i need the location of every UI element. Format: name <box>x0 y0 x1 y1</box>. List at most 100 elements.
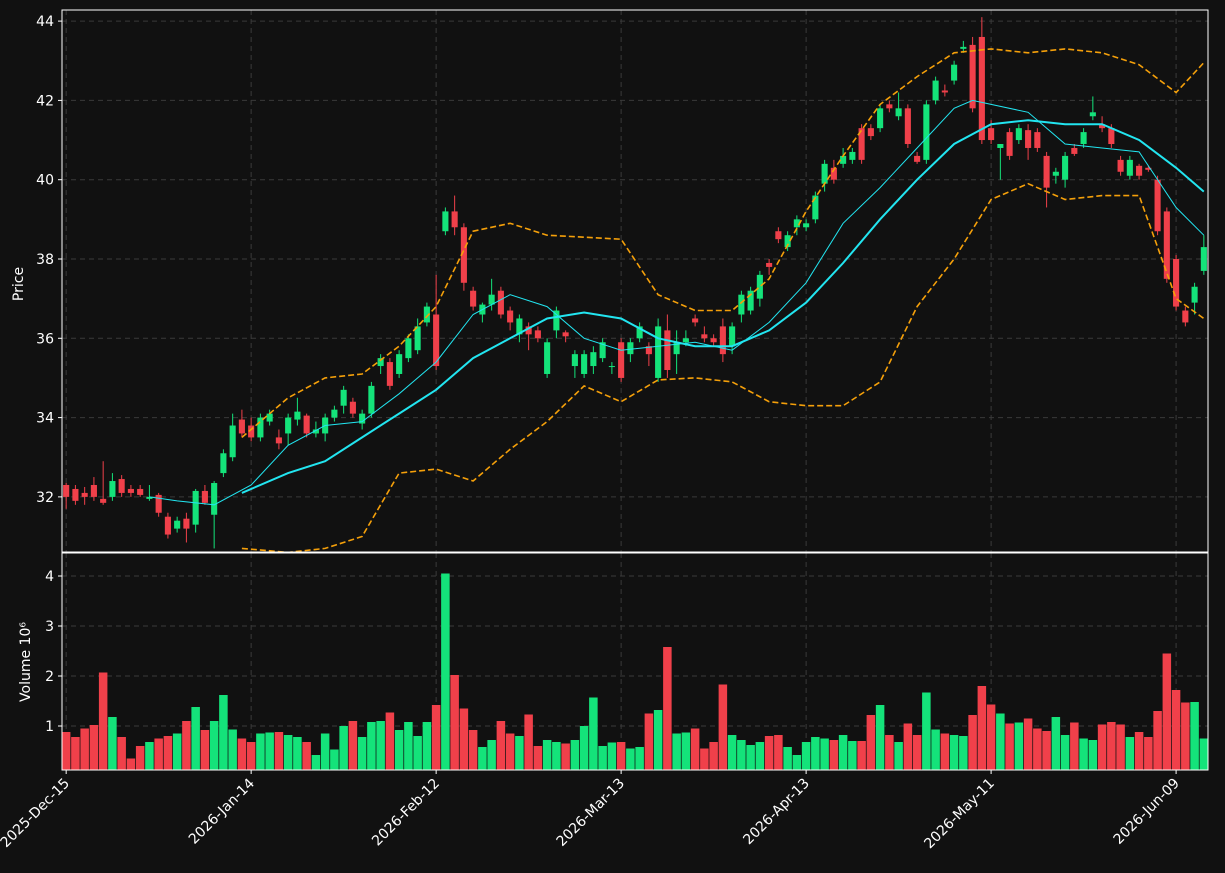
volume-bar <box>524 714 533 770</box>
volume-bar <box>912 735 922 770</box>
volume-bar <box>320 733 330 770</box>
volume-bar <box>672 733 681 770</box>
volume-bar <box>302 742 311 770</box>
candle-body <box>1163 211 1170 279</box>
volume-bar <box>579 726 589 770</box>
candle-body <box>812 195 819 220</box>
candle-body <box>1071 147 1078 154</box>
candle-body <box>803 223 810 228</box>
candle-body <box>914 155 921 162</box>
volume-bar <box>774 735 783 770</box>
volume-bar <box>413 736 422 770</box>
volume-bar <box>996 713 1005 770</box>
candle-body <box>294 411 301 420</box>
candle-body <box>710 338 717 343</box>
volume-bar <box>293 737 302 770</box>
volume-bar <box>635 747 644 770</box>
volume-bar <box>801 742 811 770</box>
volume-bar <box>89 725 99 770</box>
candle-body <box>821 163 828 184</box>
candle-body <box>756 274 763 299</box>
volume-bar <box>1116 724 1125 770</box>
volume-bar <box>376 721 385 770</box>
price-panel-frame <box>61 9 1209 553</box>
candle-body <box>581 354 588 374</box>
candle-body <box>340 389 347 406</box>
candle-body <box>960 46 967 49</box>
volume-bar <box>1070 722 1079 770</box>
volume-bar <box>764 736 774 770</box>
candle-body <box>1108 128 1115 145</box>
volume-bar <box>431 705 441 770</box>
volume-bar <box>505 733 515 770</box>
volume-bar <box>1033 728 1042 770</box>
volume-bar <box>441 573 450 770</box>
volume-bar <box>468 730 478 770</box>
candle-body <box>793 219 800 228</box>
candle-body <box>257 417 264 438</box>
candle-body <box>1154 179 1161 232</box>
candle-body <box>618 342 625 378</box>
volume-bar <box>191 707 200 770</box>
y-tick-label: 40 <box>36 173 54 189</box>
volume-bar <box>903 723 913 770</box>
candle-body <box>192 490 199 525</box>
candle-body <box>1200 247 1207 271</box>
candle-body <box>275 437 282 444</box>
candle-body <box>784 235 791 248</box>
y-tick-label: 38 <box>36 252 54 268</box>
volume-bar <box>246 742 256 770</box>
volume-bar <box>422 722 432 770</box>
volume-bar <box>98 672 108 770</box>
candle-body <box>775 231 782 240</box>
candle-body <box>544 342 551 374</box>
volume-bar <box>977 686 987 770</box>
volume-bar <box>820 738 829 770</box>
volume-bar <box>561 743 570 770</box>
volume-bar <box>792 755 802 770</box>
candle-body <box>655 326 662 378</box>
volume-bar <box>681 732 691 770</box>
candle-body <box>729 326 736 347</box>
candle-body <box>497 290 504 315</box>
candle-body <box>331 409 338 418</box>
candle-body <box>220 453 227 474</box>
moving-average <box>241 119 1205 494</box>
volume-bar <box>1153 711 1162 770</box>
candle-body <box>978 36 985 141</box>
candle-body <box>433 314 440 367</box>
volume-bar <box>1162 653 1172 770</box>
volume-bar <box>80 728 89 770</box>
candle-body <box>877 108 884 129</box>
candle-body <box>969 44 976 109</box>
volume-bar <box>607 742 617 770</box>
volume-bar <box>1181 702 1190 770</box>
volume-bar <box>135 746 145 770</box>
volume-bar <box>515 736 524 770</box>
y-tick-label: 32 <box>36 490 54 506</box>
candle-body <box>719 326 726 355</box>
candle-body <box>571 354 578 367</box>
volume-bar <box>1023 718 1033 770</box>
volume-bar <box>1051 717 1061 770</box>
volume-bar <box>487 740 496 770</box>
volume-bar <box>755 742 765 770</box>
candle-body <box>423 306 430 323</box>
candle-body <box>951 64 958 81</box>
volume-bar <box>700 748 709 770</box>
candle-body <box>636 326 643 339</box>
volume-bar <box>653 710 663 770</box>
candle-body <box>63 484 70 497</box>
volume-bar <box>1079 738 1088 770</box>
volume-bar <box>857 741 866 770</box>
volume-bar <box>367 722 376 770</box>
volume-bar <box>533 746 543 770</box>
candle-body <box>90 484 97 497</box>
volume-bar <box>570 740 580 770</box>
candle-body <box>451 211 458 228</box>
volume-bar <box>330 749 339 770</box>
volume-bar <box>848 741 857 770</box>
candle-body <box>1173 258 1180 307</box>
candle-body <box>164 516 171 535</box>
